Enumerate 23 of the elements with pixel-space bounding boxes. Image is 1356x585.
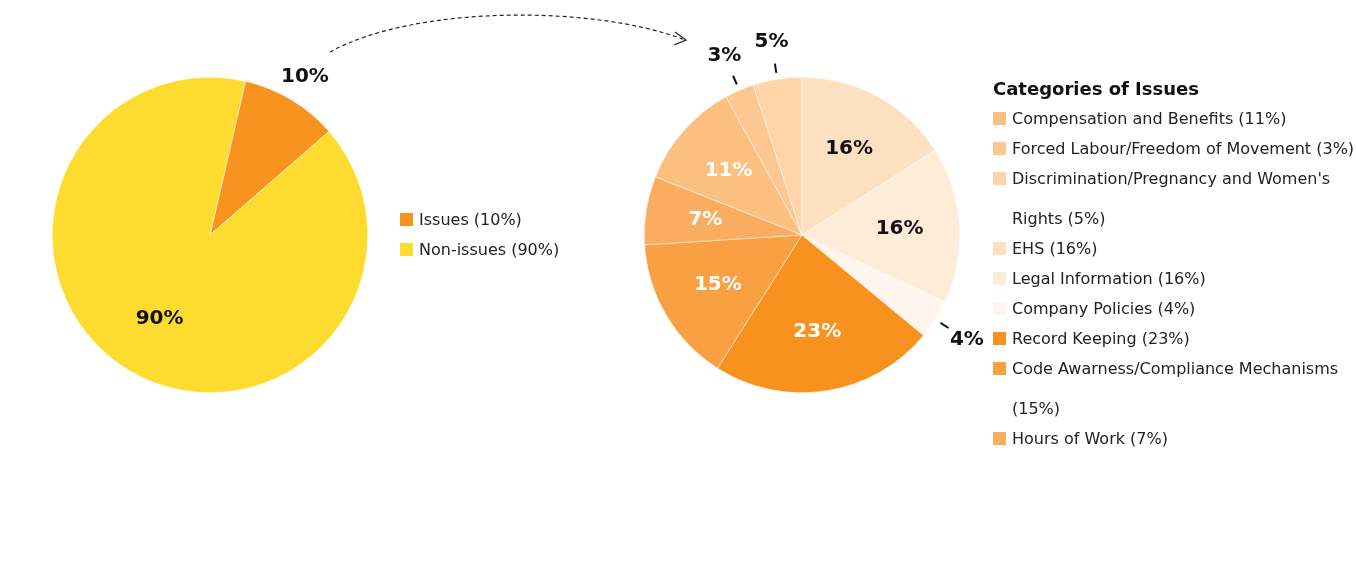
- data-label: 16%: [875, 215, 924, 240]
- data-label: 90%: [135, 305, 184, 330]
- legend-label: Legal Information (16%): [1012, 268, 1206, 290]
- legend-label: Issues (10%): [419, 209, 522, 231]
- data-label: 10%: [280, 63, 329, 88]
- data-label: 4%: [949, 325, 984, 350]
- category-label: Discrimination/Pregnancy and Women's Rights (5%): [1012, 169, 1331, 228]
- data-label: 7%: [688, 205, 723, 230]
- legend-label: Record Keeping (23%): [1012, 328, 1190, 350]
- category-label: Code Awarness/Compliance Mechanisms (15%): [1012, 359, 1339, 418]
- data-label: 11%: [704, 156, 753, 181]
- data-label: 23%: [793, 317, 842, 342]
- data-label: 5%: [754, 28, 789, 53]
- data-label: 16%: [825, 135, 874, 160]
- legend-title: Categories of Issues: [993, 78, 1200, 99]
- data-label: 15%: [693, 270, 742, 295]
- data-label: 3%: [707, 41, 742, 66]
- legend-label: Company Policies (4%): [1012, 298, 1196, 320]
- legend-label: Hours of Work (7%): [1012, 428, 1168, 450]
- legend-label: EHS (16%): [1012, 238, 1098, 260]
- legend-label: Non-issues (90%): [419, 239, 560, 261]
- legend-label: Forced Labour/Freedom of Movement (3%): [1012, 138, 1355, 160]
- legend-label: Compensation and Benefits (11%): [1012, 108, 1287, 130]
